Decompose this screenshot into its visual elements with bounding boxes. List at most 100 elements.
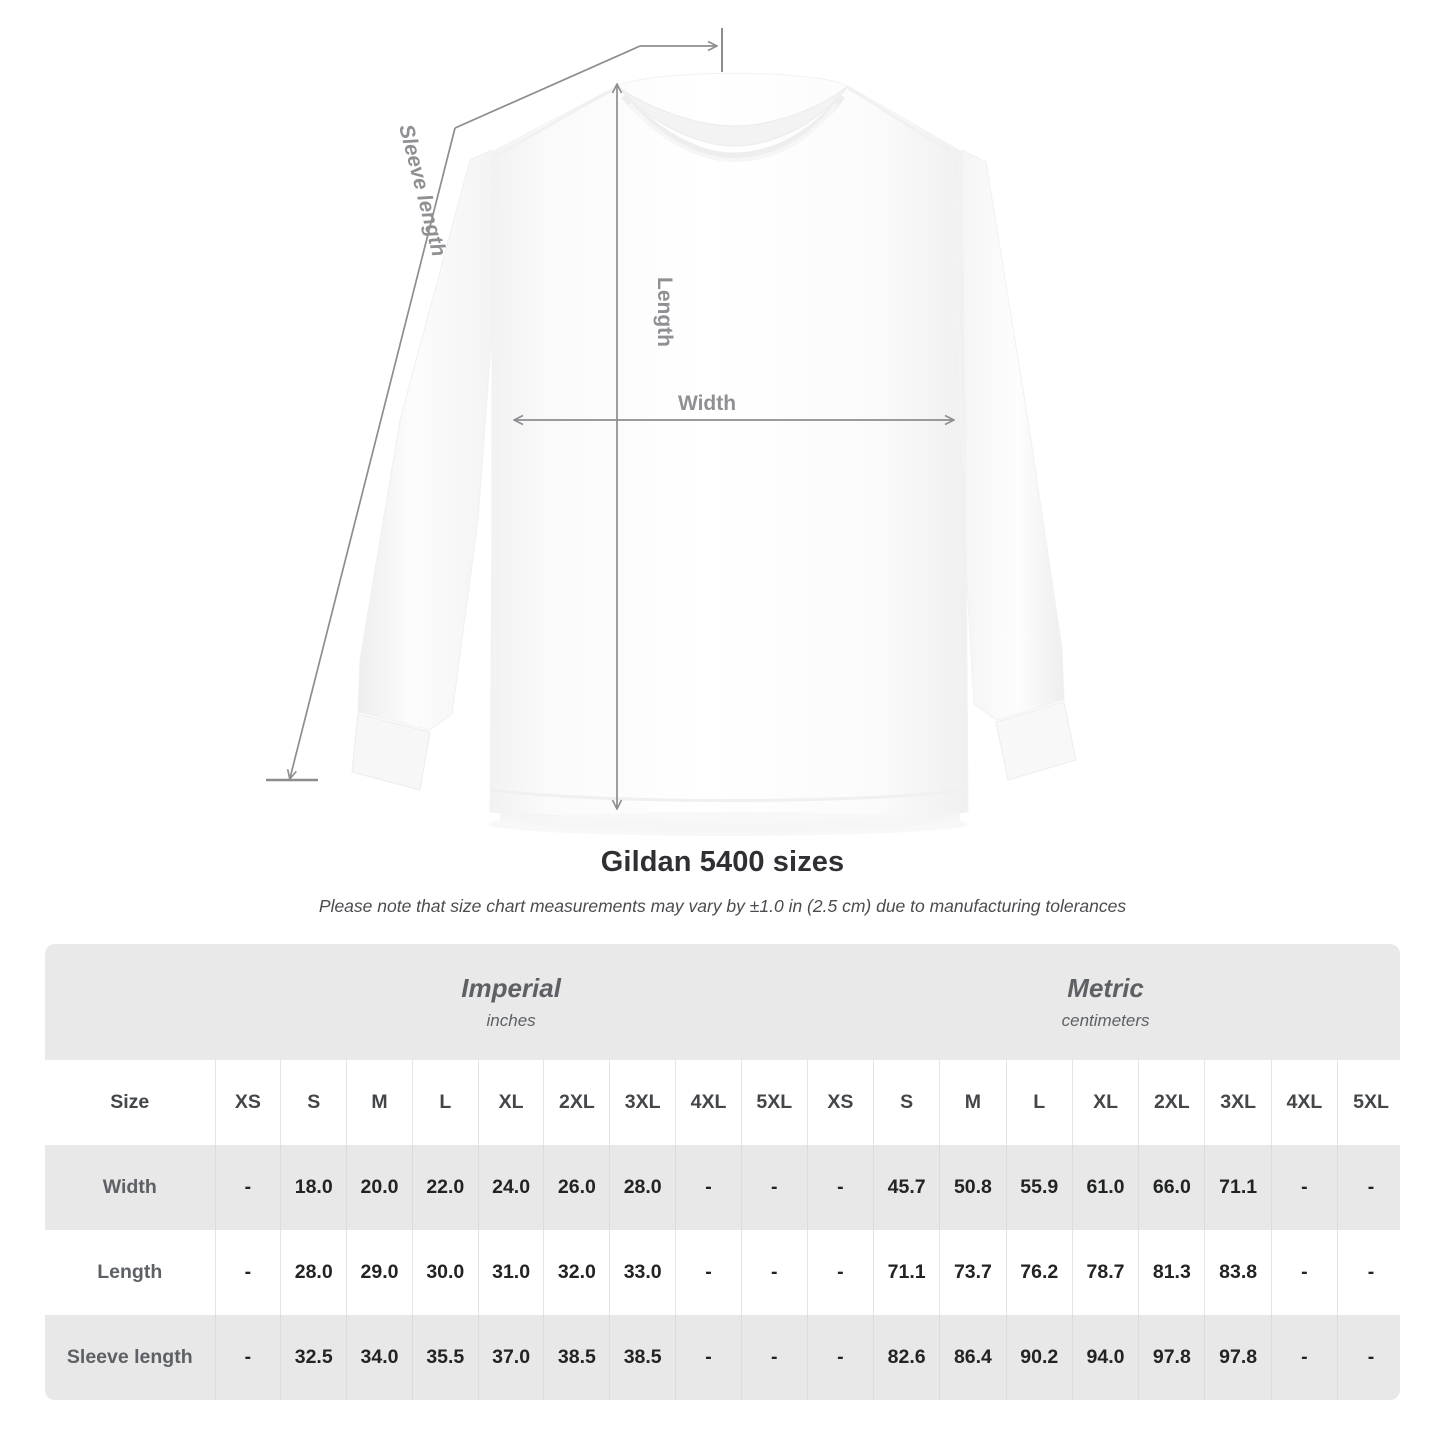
cell-length-imperial-2xl: 32.0: [543, 1230, 610, 1315]
size-header-imperial-5xl: 5XL: [740, 1060, 808, 1145]
cell-sleeve-imperial-5xl: -: [740, 1315, 808, 1400]
garment-measurement-diagram: Sleeve length Length Width: [266, 28, 1077, 836]
cell-width-imperial-3xl: 28.0: [609, 1145, 676, 1230]
cell-width-imperial-xs: -: [214, 1145, 281, 1230]
cell-sleeve-imperial-m: 34.0: [346, 1315, 413, 1400]
cell-width-metric-4xl: -: [1270, 1145, 1338, 1230]
tolerance-note: Please note that size chart measurements…: [318, 895, 1127, 916]
width-label: Width: [678, 392, 736, 415]
cell-width-imperial-m: 20.0: [346, 1145, 413, 1230]
cell-sleeve-imperial-s: 32.5: [280, 1315, 347, 1400]
cell-width-metric-l: 55.9: [1005, 1145, 1073, 1230]
table-row: Width - 18.0 20.0 22.0 24.0 26.0 28.0 - …: [45, 1145, 1400, 1230]
cell-sleeve-imperial-3xl: 38.5: [609, 1315, 676, 1400]
cell-width-imperial-5xl: -: [740, 1145, 808, 1230]
length-label: Length: [653, 277, 676, 347]
cell-width-imperial-2xl: 26.0: [543, 1145, 610, 1230]
cell-length-metric-2xl: 81.3: [1138, 1230, 1205, 1315]
cell-width-metric-xl: 61.0: [1071, 1145, 1139, 1230]
cell-length-imperial-s: 28.0: [280, 1230, 347, 1315]
cell-length-metric-3xl: 83.8: [1204, 1230, 1272, 1315]
cell-width-metric-xs: -: [806, 1145, 874, 1230]
cell-sleeve-metric-l: 90.2: [1005, 1315, 1073, 1400]
row-label-sleeve-length: Sleeve length: [45, 1315, 215, 1400]
cell-length-metric-xs: -: [806, 1230, 874, 1315]
cell-length-imperial-4xl: -: [675, 1230, 742, 1315]
cell-sleeve-metric-xl: 94.0: [1071, 1315, 1139, 1400]
size-header-imperial-xl: XL: [477, 1060, 544, 1145]
unit-header-metric: Metric centimeters: [807, 944, 1400, 1060]
cell-length-metric-4xl: -: [1270, 1230, 1338, 1315]
size-header-metric-m: M: [939, 1060, 1007, 1145]
cell-length-imperial-xs: -: [214, 1230, 281, 1315]
cell-sleeve-imperial-2xl: 38.5: [543, 1315, 610, 1400]
cell-width-metric-5xl: -: [1337, 1145, 1400, 1230]
measurement-lines: [266, 28, 953, 808]
size-header-metric-xs: XS: [806, 1060, 874, 1145]
unit-name-imperial: Imperial: [461, 972, 561, 1003]
sleeve-length-arrow: [290, 127, 456, 778]
cell-length-imperial-5xl: -: [740, 1230, 808, 1315]
cell-sleeve-imperial-l: 35.5: [411, 1315, 479, 1400]
size-table-container: Imperial inches Metric centimeters Size …: [45, 944, 1400, 1400]
size-header-metric-s: S: [872, 1060, 940, 1145]
size-header-imperial-2xl: 2XL: [543, 1060, 610, 1145]
cell-width-imperial-xl: 24.0: [477, 1145, 544, 1230]
table-row: Sleeve length - 32.5 34.0 35.5 37.0 38.5…: [45, 1315, 1400, 1400]
cell-length-imperial-xl: 31.0: [477, 1230, 544, 1315]
size-header-metric-2xl: 2XL: [1138, 1060, 1205, 1145]
cell-width-imperial-s: 18.0: [280, 1145, 347, 1230]
unit-header-imperial: Imperial inches: [215, 944, 808, 1060]
size-table: Imperial inches Metric centimeters Size …: [45, 944, 1400, 1400]
cell-sleeve-metric-4xl: -: [1270, 1315, 1338, 1400]
cell-width-imperial-4xl: -: [675, 1145, 742, 1230]
size-header-metric-xl: XL: [1071, 1060, 1139, 1145]
size-header-imperial-m: M: [346, 1060, 413, 1145]
cell-sleeve-metric-5xl: -: [1337, 1315, 1400, 1400]
shirt-illustration: [351, 72, 1077, 836]
size-header-metric-4xl: 4XL: [1270, 1060, 1338, 1145]
cell-length-imperial-m: 29.0: [346, 1230, 413, 1315]
size-header-row: Size XS S M L XL 2XL 3XL 4XL 5XL XS S M …: [45, 1060, 1400, 1145]
cell-sleeve-metric-2xl: 97.8: [1138, 1315, 1205, 1400]
row-label-length: Length: [45, 1230, 215, 1315]
title-block: Gildan 5400 sizes Please note that size …: [0, 845, 1445, 917]
cell-sleeve-imperial-xs: -: [214, 1315, 281, 1400]
cell-length-imperial-l: 30.0: [411, 1230, 479, 1315]
cell-sleeve-metric-3xl: 97.8: [1204, 1315, 1272, 1400]
cell-width-metric-2xl: 66.0: [1138, 1145, 1205, 1230]
cell-length-metric-l: 76.2: [1005, 1230, 1073, 1315]
size-header-imperial-l: L: [411, 1060, 479, 1145]
size-header-imperial-3xl: 3XL: [609, 1060, 676, 1145]
cell-sleeve-imperial-xl: 37.0: [477, 1315, 544, 1400]
size-header-metric-5xl: 5XL: [1337, 1060, 1400, 1145]
sleeve-length-label: Sleeve length: [394, 122, 450, 259]
size-header-label: Size: [45, 1060, 215, 1145]
cell-length-metric-5xl: -: [1337, 1230, 1400, 1315]
cell-sleeve-metric-s: 82.6: [872, 1315, 940, 1400]
row-label-width: Width: [45, 1145, 215, 1230]
cell-width-metric-m: 50.8: [939, 1145, 1007, 1230]
size-header-imperial-xs: XS: [214, 1060, 281, 1145]
cell-width-imperial-l: 22.0: [411, 1145, 479, 1230]
unit-band-row: Imperial inches Metric centimeters: [45, 944, 1400, 1060]
cell-length-imperial-3xl: 33.0: [609, 1230, 676, 1315]
cell-sleeve-metric-xs: -: [806, 1315, 874, 1400]
cell-length-metric-xl: 78.7: [1071, 1230, 1139, 1315]
unit-band-spacer: [45, 944, 215, 1060]
cell-width-metric-3xl: 71.1: [1204, 1145, 1272, 1230]
page-title: Gildan 5400 sizes: [600, 846, 845, 878]
size-header-imperial-s: S: [280, 1060, 347, 1145]
cell-length-metric-s: 71.1: [872, 1230, 940, 1315]
table-row: Length - 28.0 29.0 30.0 31.0 32.0 33.0 -…: [45, 1230, 1400, 1315]
cell-length-metric-m: 73.7: [939, 1230, 1007, 1315]
size-header-metric-3xl: 3XL: [1204, 1060, 1272, 1145]
unit-sub-metric: centimeters: [1061, 1010, 1150, 1030]
unit-sub-imperial: inches: [486, 1010, 536, 1030]
size-header-metric-l: L: [1005, 1060, 1073, 1145]
unit-name-metric: Metric: [1067, 972, 1144, 1003]
cell-sleeve-metric-m: 86.4: [939, 1315, 1007, 1400]
cell-sleeve-imperial-4xl: -: [675, 1315, 742, 1400]
cell-width-metric-s: 45.7: [872, 1145, 940, 1230]
